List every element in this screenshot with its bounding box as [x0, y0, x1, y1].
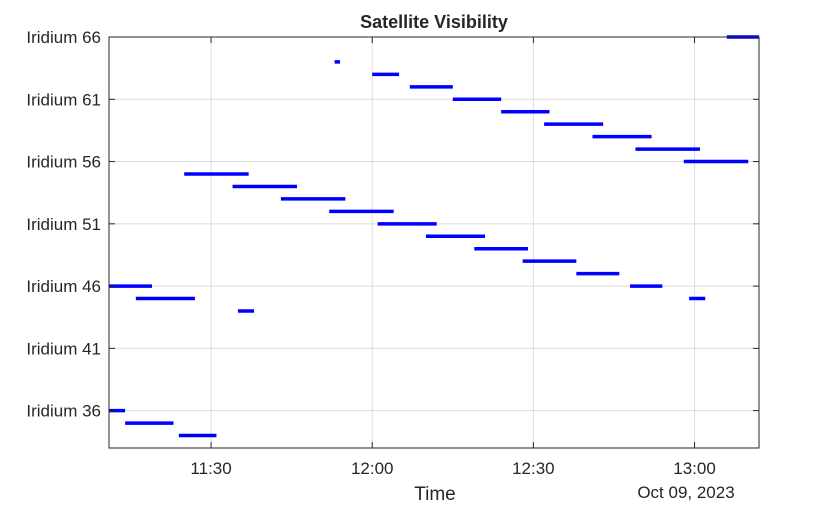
- x-tick-label: 11:30: [190, 459, 231, 478]
- plot-frame: [108, 36, 760, 449]
- y-tick-label: Iridium 51: [26, 215, 101, 234]
- x-tick-label: 13:00: [673, 459, 716, 478]
- y-tick-label: Iridium 56: [26, 153, 101, 172]
- y-tick-label: Iridium 36: [26, 402, 101, 421]
- y-tick-label: Iridium 61: [26, 90, 101, 109]
- x-tick-label: 12:30: [512, 459, 555, 478]
- interval-bars: [109, 35, 759, 438]
- x-tick-label: 12:00: [351, 459, 394, 478]
- grid-layer: [109, 36, 759, 448]
- x-axis-date-label: Oct 09, 2023: [637, 483, 734, 502]
- y-tick-label: Iridium 66: [26, 28, 101, 47]
- chart-title: Satellite Visibility: [360, 12, 508, 32]
- axis-ticks: 11:30 12:00 12:30 13:00 Iridium 36 Iridium 41…: [26, 28, 759, 478]
- x-axis-label: Time: [414, 484, 456, 505]
- y-tick-label: Iridium 46: [26, 277, 101, 296]
- y-tick-label: Iridium 41: [26, 339, 101, 358]
